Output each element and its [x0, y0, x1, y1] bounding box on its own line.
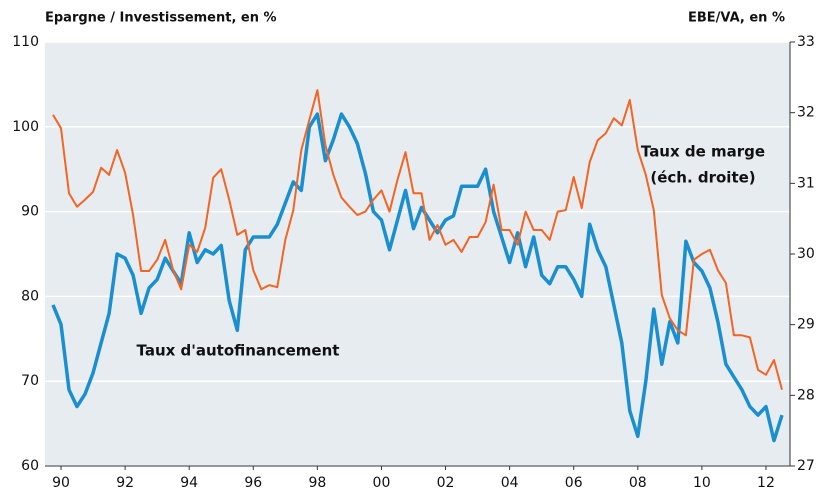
y2-tick-label: 32 — [797, 105, 815, 121]
y2-tick-label: 28 — [797, 387, 815, 403]
x-tick-label: 92 — [116, 475, 134, 491]
y2-axis-title: EBE/VA, en % — [688, 11, 785, 26]
x-tick-label: 12 — [757, 475, 775, 491]
x-tick-label: 04 — [501, 475, 519, 491]
y-tick-label: 60 — [21, 458, 39, 474]
y-tick-label: 110 — [12, 34, 39, 50]
x-tick-label: 00 — [373, 475, 391, 491]
x-tick-label: 02 — [437, 475, 455, 491]
x-tick-label: 94 — [180, 475, 198, 491]
x-tick-label: 98 — [308, 475, 326, 491]
y-tick-label: 90 — [21, 204, 39, 220]
y2-tick-label: 30 — [797, 246, 815, 262]
x-tick-label: 90 — [52, 475, 70, 491]
x-tick-label: 10 — [693, 475, 711, 491]
x-tick-label: 96 — [244, 475, 262, 491]
y2-tick-label: 29 — [797, 317, 815, 333]
y2-tick-label: 33 — [797, 34, 815, 50]
plot-area — [45, 42, 790, 466]
series-label: Taux d'autofinancement — [137, 342, 340, 360]
x-tick-label: 08 — [629, 475, 647, 491]
y-tick-label: 70 — [21, 373, 39, 389]
y2-tick-label: 27 — [797, 458, 815, 474]
annotation: (éch. droite) — [650, 169, 755, 187]
y-axis-title: Epargne / Investissement, en % — [45, 11, 277, 26]
series-label: Taux de marge — [641, 143, 765, 161]
y-tick-label: 80 — [21, 288, 39, 304]
series-line — [52, 89, 783, 390]
x-tick-label: 06 — [565, 475, 583, 491]
y2-tick-label: 31 — [797, 175, 815, 191]
y-tick-label: 100 — [12, 119, 39, 135]
